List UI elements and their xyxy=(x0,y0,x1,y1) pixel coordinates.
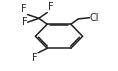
Text: F: F xyxy=(21,4,27,14)
Text: F: F xyxy=(48,2,53,12)
Text: F: F xyxy=(22,17,27,27)
Text: F: F xyxy=(32,53,38,63)
Text: Cl: Cl xyxy=(90,13,99,23)
